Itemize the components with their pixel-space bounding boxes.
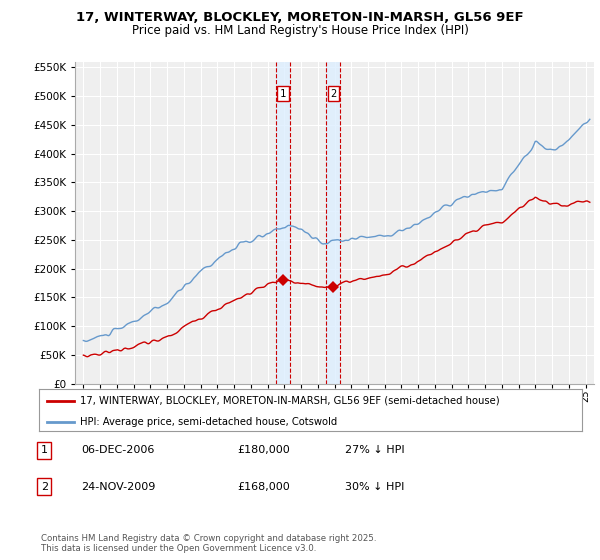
Text: 1: 1 (280, 89, 286, 99)
Text: 1: 1 (41, 445, 48, 455)
Text: Price paid vs. HM Land Registry's House Price Index (HPI): Price paid vs. HM Land Registry's House … (131, 24, 469, 36)
Text: 2: 2 (41, 482, 48, 492)
Text: 30% ↓ HPI: 30% ↓ HPI (345, 482, 404, 492)
Text: 17, WINTERWAY, BLOCKLEY, MORETON-IN-MARSH, GL56 9EF (semi-detached house): 17, WINTERWAY, BLOCKLEY, MORETON-IN-MARS… (80, 396, 499, 406)
Text: 06-DEC-2006: 06-DEC-2006 (81, 445, 154, 455)
Bar (276, 62, 290, 384)
Text: 24-NOV-2009: 24-NOV-2009 (81, 482, 155, 492)
Text: £168,000: £168,000 (237, 482, 290, 492)
Text: 17, WINTERWAY, BLOCKLEY, MORETON-IN-MARSH, GL56 9EF: 17, WINTERWAY, BLOCKLEY, MORETON-IN-MARS… (76, 11, 524, 24)
Text: HPI: Average price, semi-detached house, Cotswold: HPI: Average price, semi-detached house,… (80, 417, 337, 427)
Bar (326, 62, 340, 384)
Text: 2: 2 (330, 89, 337, 99)
Text: £180,000: £180,000 (237, 445, 290, 455)
Text: Contains HM Land Registry data © Crown copyright and database right 2025.
This d: Contains HM Land Registry data © Crown c… (41, 534, 376, 553)
Text: 27% ↓ HPI: 27% ↓ HPI (345, 445, 404, 455)
